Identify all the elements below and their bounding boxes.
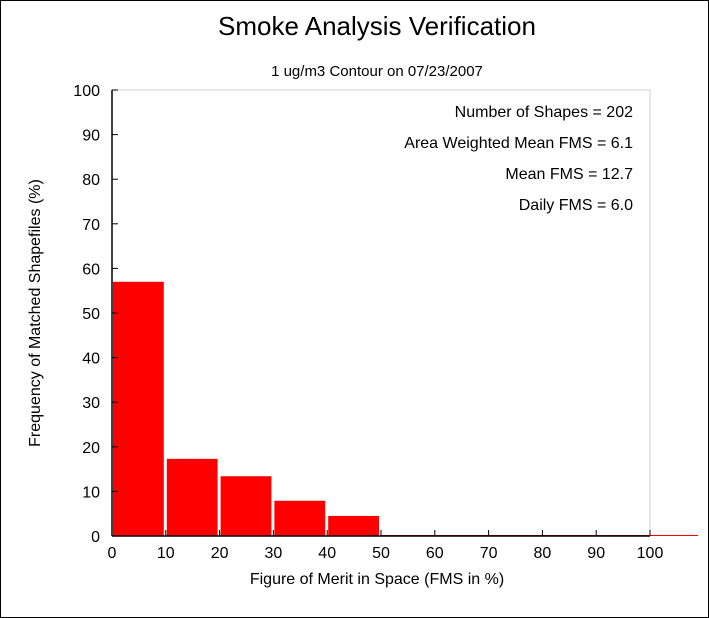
chart-title: Smoke Analysis Verification xyxy=(218,11,536,41)
stat-annotation: Daily FMS = 6.0 xyxy=(519,197,633,214)
y-tick-group: 0 10 20 30 40 50 60 70 80 90 100 xyxy=(73,83,118,546)
y-tick-label: 100 xyxy=(73,83,100,100)
y-tick-label: 40 xyxy=(82,351,100,368)
bar-10-20 xyxy=(166,458,218,536)
y-tick-label: 10 xyxy=(82,484,100,501)
x-tick-label: 10 xyxy=(157,545,175,562)
y-tick-label: 60 xyxy=(82,261,100,278)
x-tick-label: 20 xyxy=(211,545,229,562)
stat-annotation: Area Weighted Mean FMS = 6.1 xyxy=(404,135,633,152)
x-tick-label: 70 xyxy=(480,545,498,562)
x-tick-label: 0 xyxy=(108,545,117,562)
y-axis-label: Frequency of Matched Shapefiles (%) xyxy=(27,179,44,447)
y-tick-label: 30 xyxy=(82,395,100,412)
bar-0-10 xyxy=(113,281,164,536)
x-tick-label: 80 xyxy=(534,545,552,562)
x-tick-label: 50 xyxy=(372,545,390,562)
x-tick-group: 0 10 20 30 40 50 60 70 80 90 100 xyxy=(108,530,664,562)
y-tick-label: 90 xyxy=(82,128,100,145)
bar-30-40 xyxy=(274,500,326,536)
bar-group xyxy=(113,281,698,536)
x-axis-label: Figure of Merit in Space (FMS in %) xyxy=(250,571,504,588)
chart-subtitle: 1 ug/m3 Contour on 07/23/2007 xyxy=(271,63,483,80)
y-tick-label: 70 xyxy=(82,217,100,234)
bar-40-50 xyxy=(328,515,379,536)
x-tick-label: 40 xyxy=(318,545,336,562)
stats-annotations: Number of Shapes = 202 Area Weighted Mean… xyxy=(404,104,633,214)
y-tick-label: 20 xyxy=(82,440,100,457)
x-tick-label: 90 xyxy=(587,545,605,562)
x-tick-label: 100 xyxy=(637,545,664,562)
bar-20-30 xyxy=(220,476,272,536)
stat-annotation: Number of Shapes = 202 xyxy=(455,104,633,121)
x-tick-label: 30 xyxy=(265,545,283,562)
y-tick-label: 0 xyxy=(91,529,100,546)
stat-annotation: Mean FMS = 12.7 xyxy=(505,166,633,183)
y-tick-label: 50 xyxy=(82,306,100,323)
y-tick-label: 80 xyxy=(82,172,100,189)
x-tick-label: 60 xyxy=(426,545,444,562)
